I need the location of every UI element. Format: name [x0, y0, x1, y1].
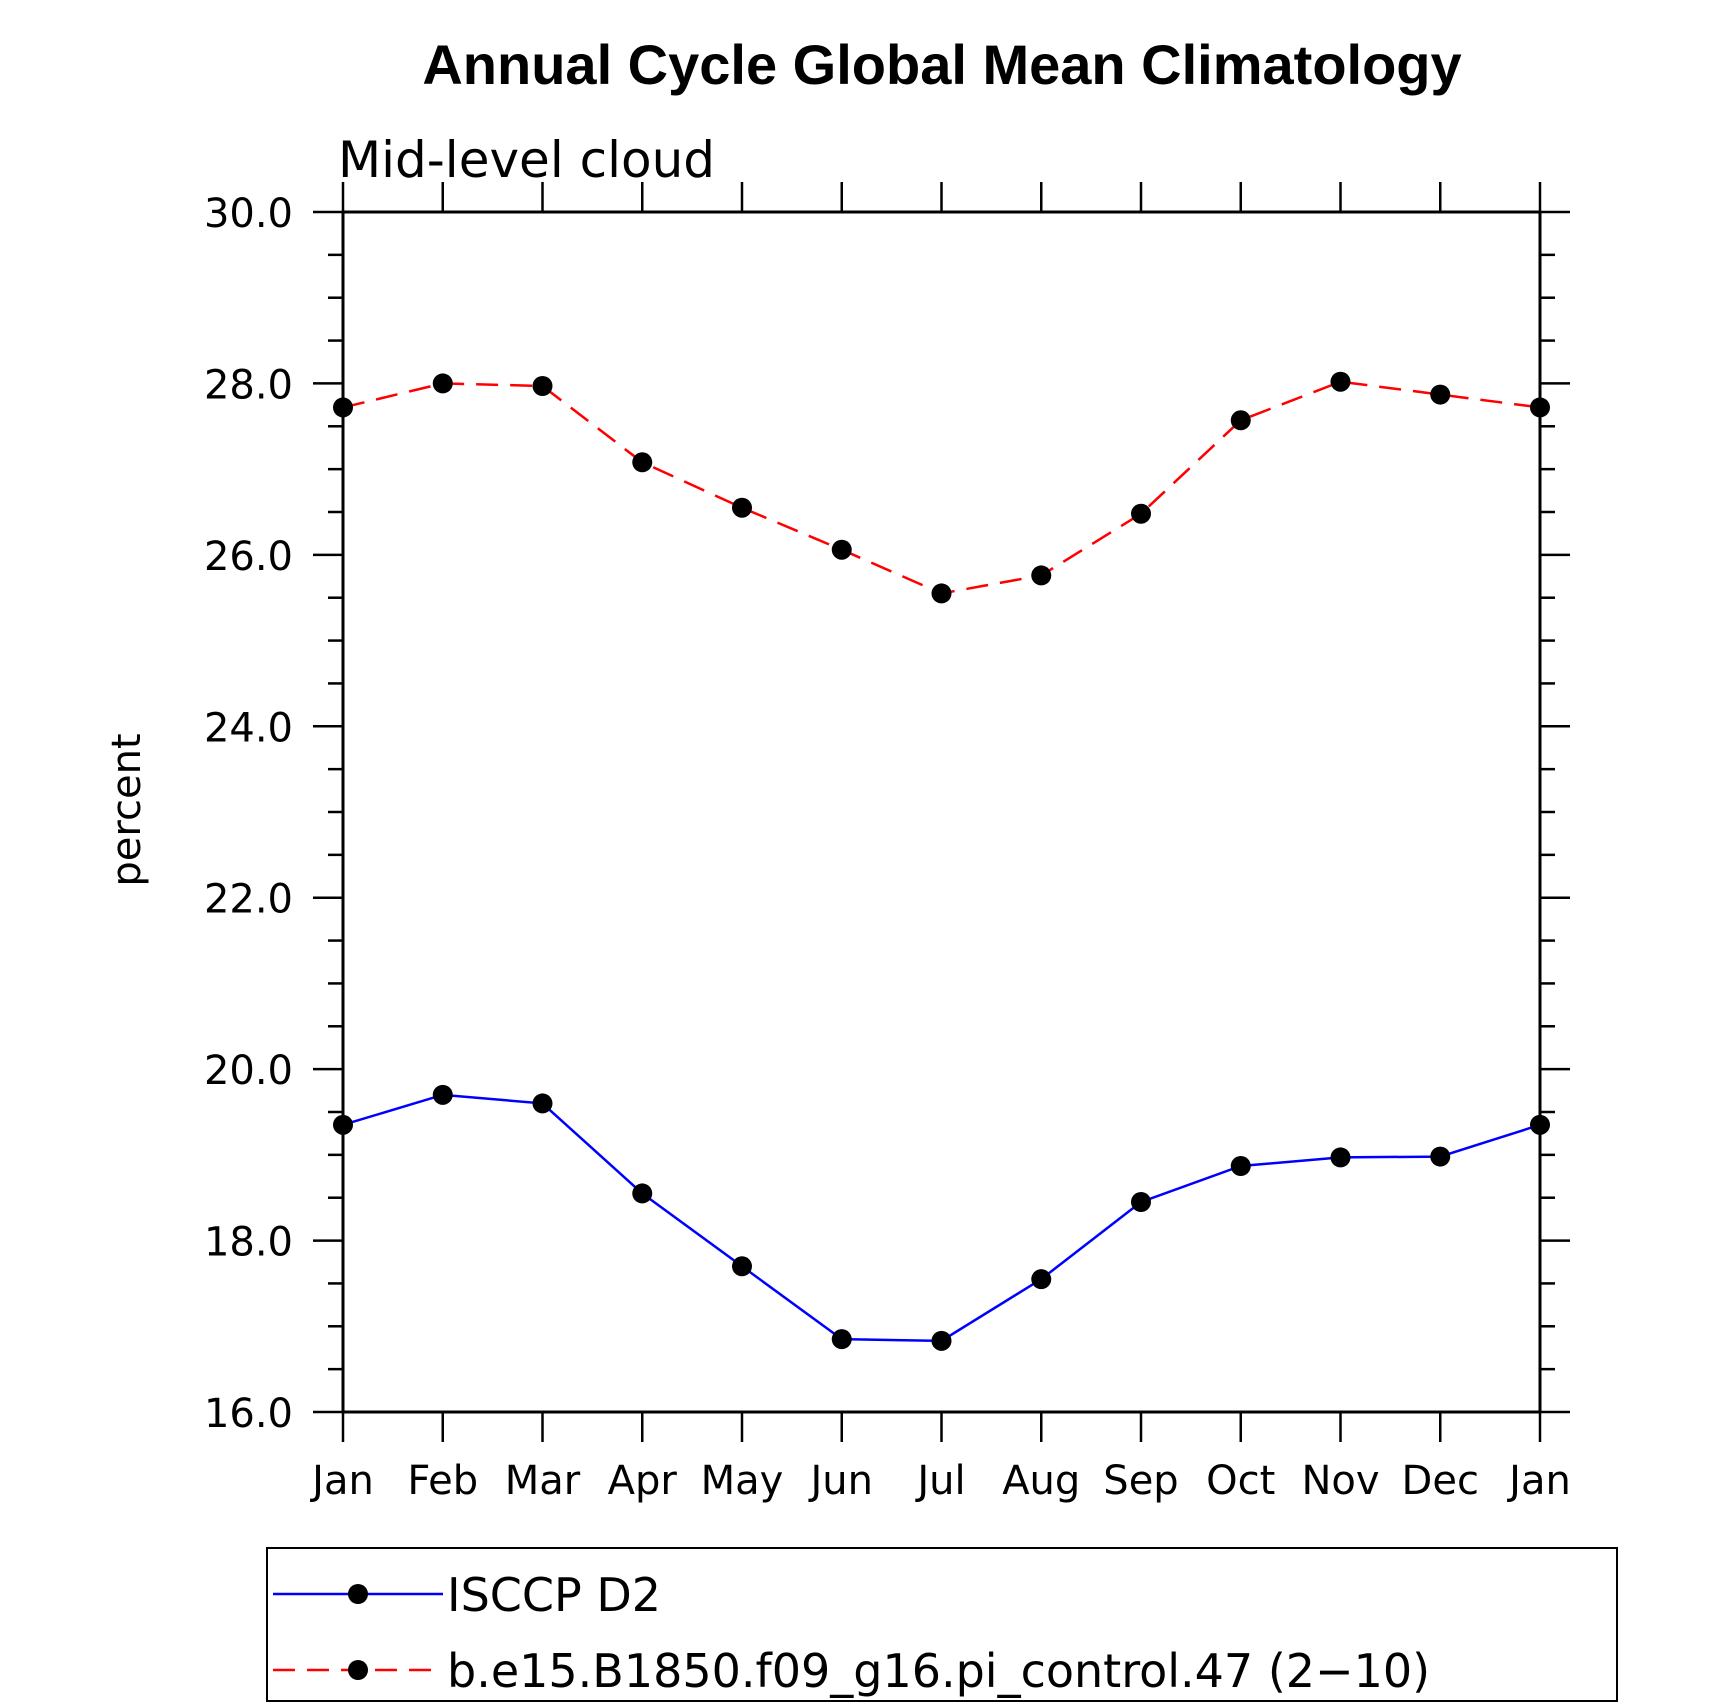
series-1-point [432, 1084, 453, 1105]
y-tick-label: 22.0 [204, 877, 293, 923]
series-2-point [632, 452, 653, 473]
series-2-point [1031, 565, 1052, 586]
x-tick-label: Jan [1506, 1458, 1571, 1504]
x-tick-label: May [701, 1458, 784, 1504]
x-tick-label: Aug [1002, 1458, 1080, 1504]
y-tick-label: 28.0 [204, 362, 293, 408]
chart-title: Annual Cycle Global Mean Climatology [422, 33, 1461, 96]
x-tick-label: Apr [608, 1458, 678, 1504]
plot-area: 16.0 18.0 20.0 22.0 24.0 26.0 28.0 30.0 Jan Feb Ma… [204, 182, 1571, 1504]
series-2-point [1230, 410, 1251, 431]
x-tick-label: Dec [1402, 1458, 1479, 1504]
series-1-point [1230, 1156, 1251, 1176]
y-axis-label: percent [104, 733, 150, 886]
series-2-point [432, 373, 453, 394]
series-2-point [1131, 503, 1151, 524]
plot-frame [341, 210, 1542, 1414]
legend: ISCCP D2 b.e15.B1850.f09_g16.pi_control.4… [266, 1547, 1618, 1702]
y-tick-label: 24.0 [204, 705, 293, 751]
x-tick-label: Nov [1301, 1458, 1379, 1504]
legend-label-2: b.e15.B1850.f09_g16.pi_control.47 (2−10) [447, 1644, 1430, 1698]
x-tick-label: Jul [914, 1458, 965, 1504]
series-1-point [632, 1183, 653, 1204]
series-1-point [532, 1093, 553, 1114]
series-2-point [732, 497, 752, 518]
series-1-point [1330, 1147, 1351, 1168]
series-2-point [1430, 384, 1451, 405]
series-1-point [1530, 1114, 1550, 1135]
series-2-point [1330, 371, 1351, 392]
x-tick-label: Jan [309, 1458, 374, 1504]
legend-label-1: ISCCP D2 [447, 1568, 661, 1622]
legend-box [266, 1547, 1618, 1702]
series-1-point [333, 1114, 353, 1135]
y-tick-label: 20.0 [204, 1048, 293, 1094]
x-tick-label: Feb [407, 1458, 478, 1504]
y-tick-label: 30.0 [204, 191, 293, 237]
series-2-point [333, 397, 353, 418]
series-line-1 [342, 1093, 1541, 1343]
series-2-point [831, 539, 852, 560]
series-1-point [1131, 1192, 1151, 1212]
x-tick-label: Sep [1103, 1458, 1178, 1504]
x-tick-label: Oct [1206, 1458, 1275, 1504]
x-tick-label: Jun [808, 1458, 874, 1504]
y-tick-label: 18.0 [204, 1220, 293, 1266]
chart-subtitle: Mid-level cloud [338, 131, 715, 189]
y-tick-label: 16.0 [204, 1391, 293, 1437]
y-tick-label: 26.0 [204, 534, 293, 580]
series-1-point [732, 1256, 752, 1277]
series-2-point [931, 583, 952, 604]
series-2-point [532, 376, 553, 396]
legend-marker-2 [348, 1660, 368, 1680]
series-1-point [931, 1330, 952, 1351]
series-1-point [1031, 1269, 1052, 1290]
series-line-2 [342, 380, 1541, 595]
series-1-point [1430, 1146, 1451, 1167]
x-tick-label: Mar [505, 1458, 581, 1504]
series-1-point [831, 1329, 852, 1350]
series-2-point [1530, 397, 1550, 418]
legend-marker-1 [348, 1584, 368, 1604]
